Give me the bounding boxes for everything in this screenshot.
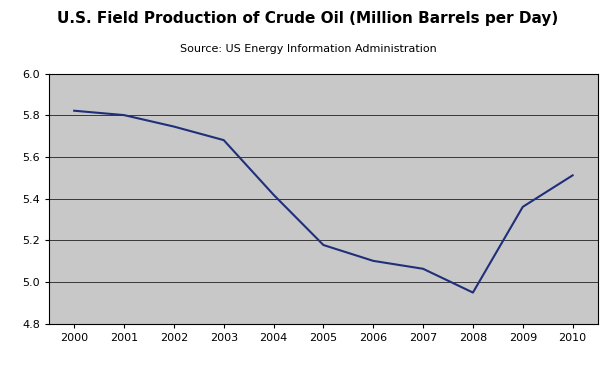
Text: Source: US Energy Information Administration: Source: US Energy Information Administra…	[180, 44, 436, 54]
Text: U.S. Field Production of Crude Oil (Million Barrels per Day): U.S. Field Production of Crude Oil (Mill…	[57, 11, 559, 26]
